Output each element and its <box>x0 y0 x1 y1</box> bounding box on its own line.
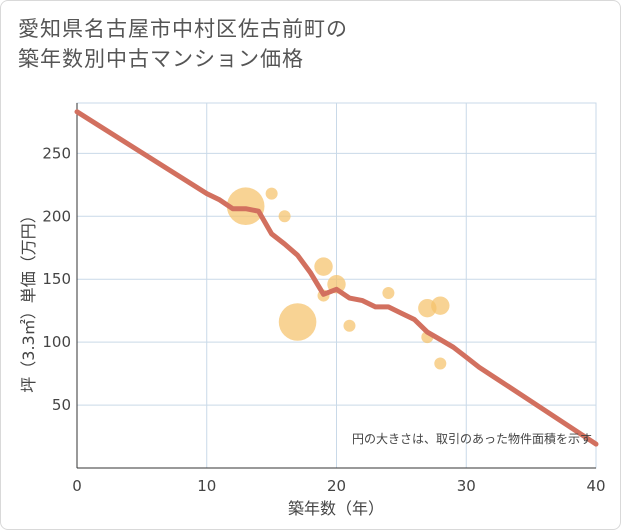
y-axis-ticks: 50 100 150 200 250 <box>42 144 71 414</box>
chart-title: 愛知県名古屋市中村区佐古前町の 築年数別中古マンション価格 <box>18 14 348 74</box>
trend-line <box>74 109 599 447</box>
x-tick-label-20: 20 <box>327 477 346 495</box>
x-tick-label-40: 40 <box>586 477 605 495</box>
y-tick-label-50: 50 <box>52 396 71 414</box>
y-axis-label: 坪（3.3㎡）単価（万円） <box>19 207 38 392</box>
y-tick-label-250: 250 <box>42 144 71 162</box>
x-tick-label-0: 0 <box>72 477 82 495</box>
bubble-point-8 <box>343 319 356 332</box>
bubble-point-3 <box>278 210 291 223</box>
bubble-point-12 <box>431 296 450 315</box>
chart-title-line-1: 愛知県名古屋市中村区佐古前町の <box>18 17 348 41</box>
bubble-point-4 <box>278 303 317 341</box>
trend-series <box>74 109 599 447</box>
x-tick-label-10: 10 <box>197 477 216 495</box>
bubble-point-5 <box>314 257 333 276</box>
bubble-point-2 <box>265 187 278 200</box>
chart-title-line-2: 築年数別中古マンション価格 <box>18 47 304 71</box>
y-tick-label-100: 100 <box>42 333 71 351</box>
y-tick-label-200: 200 <box>42 207 71 225</box>
bubble-point-9 <box>382 287 395 300</box>
bubble-point-13 <box>434 357 447 370</box>
size-legend-note: 円の大きさは、取引のあった物件面積を示す <box>352 431 592 446</box>
y-tick-label-150: 150 <box>42 270 71 288</box>
x-axis-ticks: 0 10 20 30 40 <box>72 477 605 495</box>
x-axis-label: 築年数（年） <box>288 499 384 518</box>
x-tick-label-30: 30 <box>457 477 476 495</box>
